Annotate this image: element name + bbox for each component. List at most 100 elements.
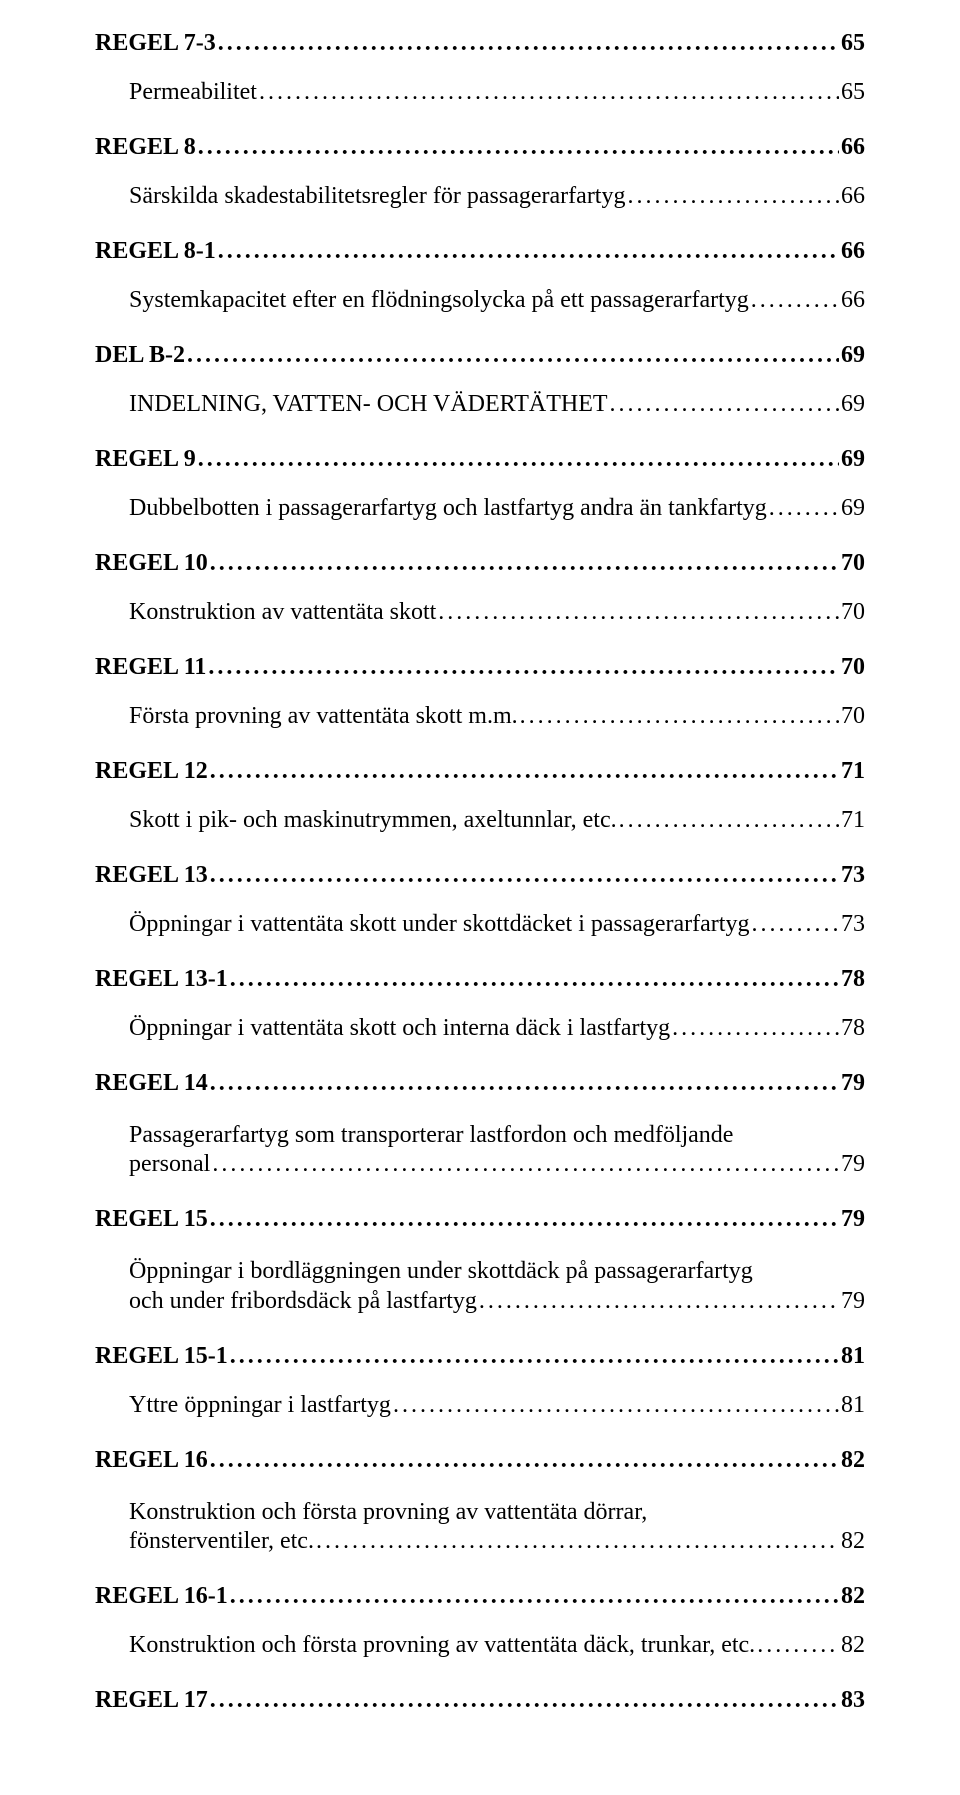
toc-leader-dots [212,1151,839,1178]
toc-entry-page: 65 [841,79,865,106]
toc-leader-dots [210,550,839,577]
toc-leader-dots [438,599,839,626]
toc-entry-title-line: Passagerarfartyg som transporterar lastf… [129,1119,865,1151]
toc-leader-dots [316,1528,839,1555]
toc-entry-page: 79 [841,1206,865,1233]
toc-entry-title: INDELNING, VATTEN- OCH VÄDERTÄTHET [129,391,608,418]
toc-entry-page: 73 [841,862,865,889]
toc-page: REGEL 7-365Permeabilitet65REGEL 866Särsk… [0,0,960,1744]
toc-entry-page: 81 [841,1343,865,1370]
toc-entry-page: 71 [841,807,865,834]
toc-entry-page: 69 [841,342,865,369]
toc-leader-dots [210,758,839,785]
toc-entry-page: 82 [841,1447,865,1474]
toc-leader-dots [751,911,839,938]
toc-leader-dots [210,862,839,889]
toc-entry-title: REGEL 10 [95,550,208,577]
toc-entry-page: 79 [841,1151,865,1178]
toc-entry-title: Öppningar i vattentäta skott under skott… [129,911,749,938]
toc-leader-dots [187,342,839,369]
toc-entry-title: REGEL 17 [95,1687,208,1714]
toc-entry-page: 78 [841,966,865,993]
toc-entry-title: Konstruktion av vattentäta skott [129,599,436,626]
toc-entry-sub: Konstruktion och första provning av vatt… [129,1632,865,1659]
toc-entry-heading: REGEL 15-181 [95,1343,865,1370]
toc-entry-sub: Öppningar i vattentäta skott och interna… [129,1015,865,1042]
toc-entry-sub: Permeabilitet 65 [129,79,865,106]
toc-entry-heading: REGEL 8 66 [95,134,865,161]
toc-leader-dots [218,238,839,265]
toc-entry-sub-multiline: Passagerarfartyg som transporterar lastf… [129,1119,865,1178]
toc-leader-dots [198,446,839,473]
toc-entry-heading: REGEL 7-365 [95,30,865,57]
toc-entry-sub: Yttre öppningar i lastfartyg81 [129,1392,865,1419]
toc-entry-page: 78 [841,1015,865,1042]
toc-leader-dots [672,1015,839,1042]
toc-leader-dots [757,1632,839,1659]
toc-entry-page: 69 [841,495,865,522]
toc-entry-lastline: och under fribordsdäck på lastfartyg 79 [129,1288,865,1315]
toc-entry-title: REGEL 8-1 [95,238,216,265]
toc-leader-dots [619,807,839,834]
toc-entry-title-line: Konstruktion och första provning av vatt… [129,1496,865,1528]
toc-entry-title: Konstruktion och första provning av vatt… [129,1632,755,1659]
toc-entry-sub: INDELNING, VATTEN- OCH VÄDERTÄTHET69 [129,391,865,418]
toc-entry-title-line: personal [129,1151,210,1178]
toc-leader-dots [520,703,839,730]
toc-leader-dots [769,495,839,522]
toc-entry-title: REGEL 14 [95,1070,208,1097]
toc-entry-page: 66 [841,134,865,161]
toc-entry-sub: Systemkapacitet efter en flödningsolycka… [129,287,865,314]
toc-leader-dots [230,1583,839,1610]
toc-entry-heading: REGEL 1479 [95,1070,865,1097]
toc-entry-page: 70 [841,703,865,730]
toc-entry-title: REGEL 13-1 [95,966,228,993]
toc-leader-dots [208,654,839,681]
toc-leader-dots [218,30,839,57]
toc-entry-sub: Skott i pik- och maskinutrymmen, axeltun… [129,807,865,834]
toc-entry-heading: REGEL 13 73 [95,862,865,889]
toc-leader-dots [610,391,839,418]
toc-leader-dots [198,134,839,161]
toc-entry-heading: REGEL 16-182 [95,1583,865,1610]
toc-entry-page: 66 [841,183,865,210]
toc-entry-title: REGEL 12 [95,758,208,785]
toc-entry-title: REGEL 13 [95,862,208,889]
toc-entry-page: 73 [841,911,865,938]
toc-entry-page: 66 [841,238,865,265]
toc-entry-heading: REGEL 1170 [95,654,865,681]
toc-leader-dots [210,1447,839,1474]
toc-leader-dots [210,1070,839,1097]
toc-entry-heading: REGEL 1579 [95,1206,865,1233]
toc-entry-sub: Särskilda skadestabilitetsregler för pas… [129,183,865,210]
toc-entry-title: Skott i pik- och maskinutrymmen, axeltun… [129,807,617,834]
toc-entry-page: 82 [841,1583,865,1610]
toc-entry-page: 66 [841,287,865,314]
toc-leader-dots [230,1343,839,1370]
toc-leader-dots [393,1392,839,1419]
toc-entry-page: 79 [841,1288,865,1315]
toc-entry-sub-multiline: Konstruktion och första provning av vatt… [129,1496,865,1555]
toc-leader-dots [210,1687,839,1714]
toc-leader-dots [627,183,839,210]
toc-entry-sub: Första provning av vattentäta skott m.m.… [129,703,865,730]
toc-entry-heading: REGEL 969 [95,446,865,473]
toc-entry-page: 83 [841,1687,865,1714]
toc-entry-heading: REGEL 16 82 [95,1447,865,1474]
toc-entry-page: 69 [841,446,865,473]
toc-leader-dots [230,966,839,993]
toc-entry-title: REGEL 16 [95,1447,208,1474]
toc-entry-page: 65 [841,30,865,57]
toc-entry-title: Första provning av vattentäta skott m.m. [129,703,518,730]
toc-entry-page: 81 [841,1392,865,1419]
toc-entry-sub: Öppningar i vattentäta skott under skott… [129,911,865,938]
toc-entry-title: REGEL 8 [95,134,196,161]
toc-entry-heading: REGEL 10 70 [95,550,865,577]
toc-entry-page: 70 [841,550,865,577]
toc-entry-sub: Dubbelbotten i passagerarfartyg och last… [129,495,865,522]
toc-entry-title: Systemkapacitet efter en flödningsolycka… [129,287,749,314]
toc-entry-title-line: och under fribordsdäck på lastfartyg [129,1288,477,1315]
toc-entry-title-line: fönsterventiler, etc. [129,1528,314,1555]
toc-entry-lastline: personal 79 [129,1151,865,1178]
toc-entry-title: Permeabilitet [129,79,257,106]
